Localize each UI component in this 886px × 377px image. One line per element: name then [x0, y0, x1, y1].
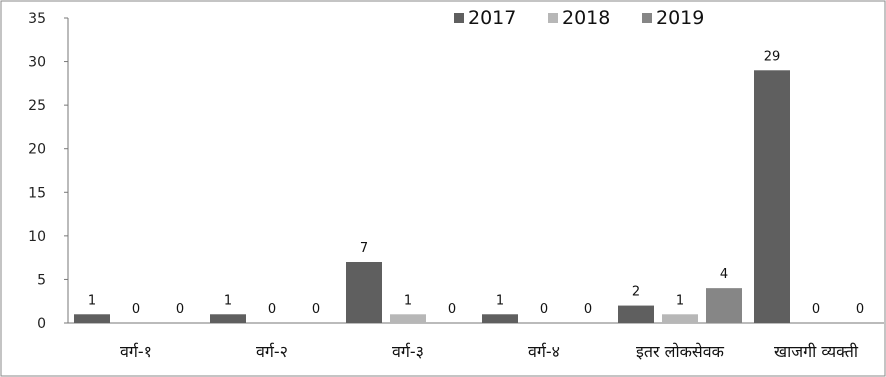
- category-label-0: वर्ग-१: [120, 342, 152, 361]
- data-label-2019-0: 0: [176, 302, 184, 317]
- y-tick-label: 35: [28, 11, 46, 27]
- data-label-2019-5: 0: [856, 302, 864, 317]
- bar-series: [74, 70, 790, 324]
- y-tick-label: 5: [37, 272, 46, 288]
- bar-2017-0: [74, 314, 110, 323]
- y-tick-label: 15: [28, 185, 46, 201]
- bar-2017-5: [754, 70, 790, 324]
- category-label-5: खाजगी व्यक्ती: [774, 342, 859, 361]
- data-label-2017-3: 1: [496, 293, 504, 308]
- category-label-3: वर्ग-४: [528, 342, 560, 361]
- legend-label-2017: 2017: [468, 7, 516, 29]
- data-labels: 1 0 0 1 0 0 7 1 0 1 0 0 2 1 4 29 0 0: [88, 49, 864, 317]
- y-tick-label: 25: [28, 98, 46, 114]
- bar-2017-1: [210, 314, 246, 323]
- data-label-2017-4: 2: [632, 285, 640, 300]
- legend-swatch-2017: [454, 13, 464, 23]
- y-tick-label: 20: [28, 142, 46, 158]
- bar-2019-4: [706, 288, 742, 323]
- data-label-2017-1: 1: [224, 293, 232, 308]
- data-label-2018-0: 0: [132, 302, 140, 317]
- bar-2017-2: [346, 262, 382, 323]
- category-labels: वर्ग-१ वर्ग-२ वर्ग-३ वर्ग-४ इतर लोकसेवक खाजगी…: [120, 342, 859, 361]
- data-label-2019-2: 0: [448, 302, 456, 317]
- data-label-2017-2: 7: [360, 241, 368, 256]
- data-label-2018-3: 0: [540, 302, 548, 317]
- legend-swatch-2019: [642, 13, 652, 23]
- category-label-2: वर्ग-३: [392, 342, 424, 361]
- y-tick-label: 0: [37, 316, 46, 332]
- category-label-4: इतर लोकसेवक: [636, 342, 725, 361]
- data-label-2018-4: 1: [676, 293, 684, 308]
- data-label-2018-2: 1: [404, 293, 412, 308]
- bar-2017-3: [482, 314, 518, 323]
- y-tick-label: 10: [28, 229, 46, 245]
- y-axis-ticks: 0 5 10 15 20 25 30 35: [28, 11, 68, 332]
- data-label-2017-0: 1: [88, 293, 96, 308]
- legend-label-2019: 2019: [656, 7, 704, 29]
- data-label-2019-3: 0: [584, 302, 592, 317]
- data-label-2019-1: 0: [312, 302, 320, 317]
- y-tick-label: 30: [28, 55, 46, 71]
- legend-swatch-2018: [548, 13, 558, 23]
- data-label-2019-4: 4: [720, 267, 728, 282]
- legend: 2017 2018 2019: [454, 7, 704, 29]
- data-label-2017-5: 29: [764, 49, 781, 64]
- data-label-2018-5: 0: [812, 302, 820, 317]
- bar-2018-2: [390, 314, 426, 323]
- category-label-1: वर्ग-२: [256, 342, 288, 361]
- legend-label-2018: 2018: [562, 7, 610, 29]
- data-label-2018-1: 0: [268, 302, 276, 317]
- bar-2017-4: [618, 305, 654, 323]
- bar-2018-4: [662, 314, 698, 323]
